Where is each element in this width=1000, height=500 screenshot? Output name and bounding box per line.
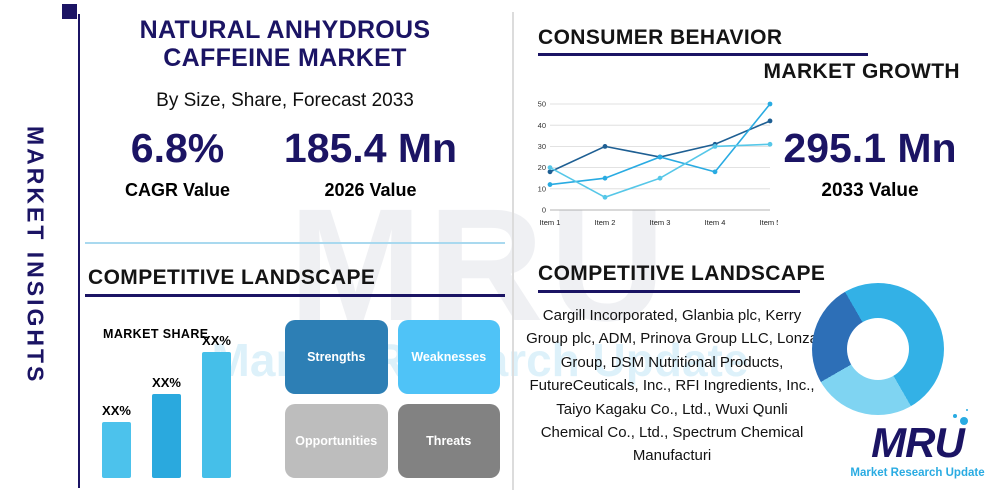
data-point [547, 169, 553, 175]
mru-logo-text: MRU [871, 417, 968, 466]
sidebar-divider-line [78, 14, 80, 488]
competitive-landscape-left-heading: COMPETITIVE LANDSCAPE [88, 266, 376, 289]
value-2026: 185.4 Mn [283, 125, 458, 171]
market-growth-heading: MARKET GROWTH [763, 60, 960, 83]
bar-value-label: XX% [152, 375, 181, 390]
market-share-bar-3: XX% [202, 333, 231, 478]
market-share-chart: XX% XX% XX% [102, 332, 272, 478]
stat-2033: 295.1 Mn 2033 Value [765, 125, 975, 202]
bar-rect [202, 352, 231, 478]
mru-logo-tagline: Market Research Update [850, 467, 985, 479]
data-point [602, 175, 608, 181]
value-2033: 295.1 Mn [783, 125, 957, 171]
corner-square-decoration [62, 4, 77, 19]
stat-cagr: 6.8% CAGR Value [95, 125, 260, 201]
market-share-label: MARKET SHARE [103, 327, 209, 341]
center-vertical-divider [512, 12, 514, 490]
swot-tile-strengths: Strengths [285, 320, 388, 394]
swot-tile-opportunities: Opportunities [285, 404, 388, 478]
swot-grid: Strengths Weaknesses Opportunities Threats [285, 320, 500, 478]
market-share-bar-2: XX% [152, 375, 181, 478]
market-share-bar-1: XX% [102, 403, 131, 478]
data-point [602, 144, 608, 149]
swot-tile-weaknesses: Weaknesses [397, 320, 500, 394]
bar-rect [152, 394, 181, 478]
svg-text:Item 1: Item 1 [540, 218, 561, 227]
mru-logo-letters: MRU [871, 419, 965, 466]
data-point [547, 165, 553, 170]
page-title: NATURAL ANHYDROUS CAFFEINE MARKET [139, 16, 431, 72]
competitive-landscape-right-underline [538, 290, 800, 293]
sidebar-vertical-title: MARKET INSIGHTS [4, 55, 66, 455]
data-point [602, 194, 608, 200]
svg-text:10: 10 [538, 184, 546, 193]
data-point [657, 175, 663, 181]
data-point [767, 141, 773, 147]
label-2026: 2026 Value [324, 180, 417, 201]
page-subtitle: By Size, Share, Forecast 2033 [156, 90, 414, 111]
svg-text:40: 40 [538, 121, 546, 130]
data-point [712, 144, 718, 149]
competitive-landscape-left-underline [85, 294, 505, 297]
label-2033: 2033 Value [821, 180, 919, 202]
data-point [657, 154, 663, 160]
mru-logo: MRU Market Research Update [840, 417, 995, 479]
competitors-list: Cargill Incorporated, Glanbia plc, Kerry… [526, 307, 818, 465]
stat-2026: 185.4 Mn 2026 Value [268, 125, 473, 201]
donut-chart [812, 283, 944, 415]
line-series-series-2 [549, 103, 771, 186]
cagr-label: CAGR Value [124, 180, 231, 201]
swot-tile-threats: Threats [397, 404, 500, 478]
svg-text:30: 30 [538, 142, 546, 151]
data-point [712, 169, 718, 175]
svg-text:Item 5: Item 5 [760, 218, 778, 227]
consumer-behavior-underline [538, 53, 868, 56]
data-point [767, 118, 773, 124]
data-point [547, 182, 553, 187]
droplet-icon [959, 417, 968, 425]
svg-text:20: 20 [538, 163, 546, 172]
sidebar-vertical-title-text: MARKET INSIGHTS [22, 125, 49, 385]
cagr-value: 6.8% [130, 125, 225, 171]
consumer-behavior-heading: CONSUMER BEHAVIOR [538, 26, 783, 49]
bar-rect [102, 422, 131, 478]
svg-text:Item 2: Item 2 [595, 218, 616, 227]
competitive-landscape-right-heading: COMPETITIVE LANDSCAPE [538, 262, 826, 285]
svg-text:Item 3: Item 3 [650, 218, 671, 227]
left-horizontal-divider [85, 242, 505, 244]
data-point [767, 101, 773, 107]
svg-text:Item 4: Item 4 [705, 218, 726, 227]
line-series-series-3 [549, 143, 771, 199]
market-growth-chart: 0 10 20 30 40 50 Item 1 Item 2 Item 3 Item 4 Item … [524, 96, 778, 232]
svg-text:50: 50 [538, 100, 546, 109]
watermark-mru-text: MRU [288, 175, 672, 354]
svg-text:0: 0 [542, 206, 546, 215]
donut-hole [847, 318, 909, 380]
bar-value-label: XX% [102, 403, 131, 418]
bar-value-label: XX% [202, 333, 231, 348]
